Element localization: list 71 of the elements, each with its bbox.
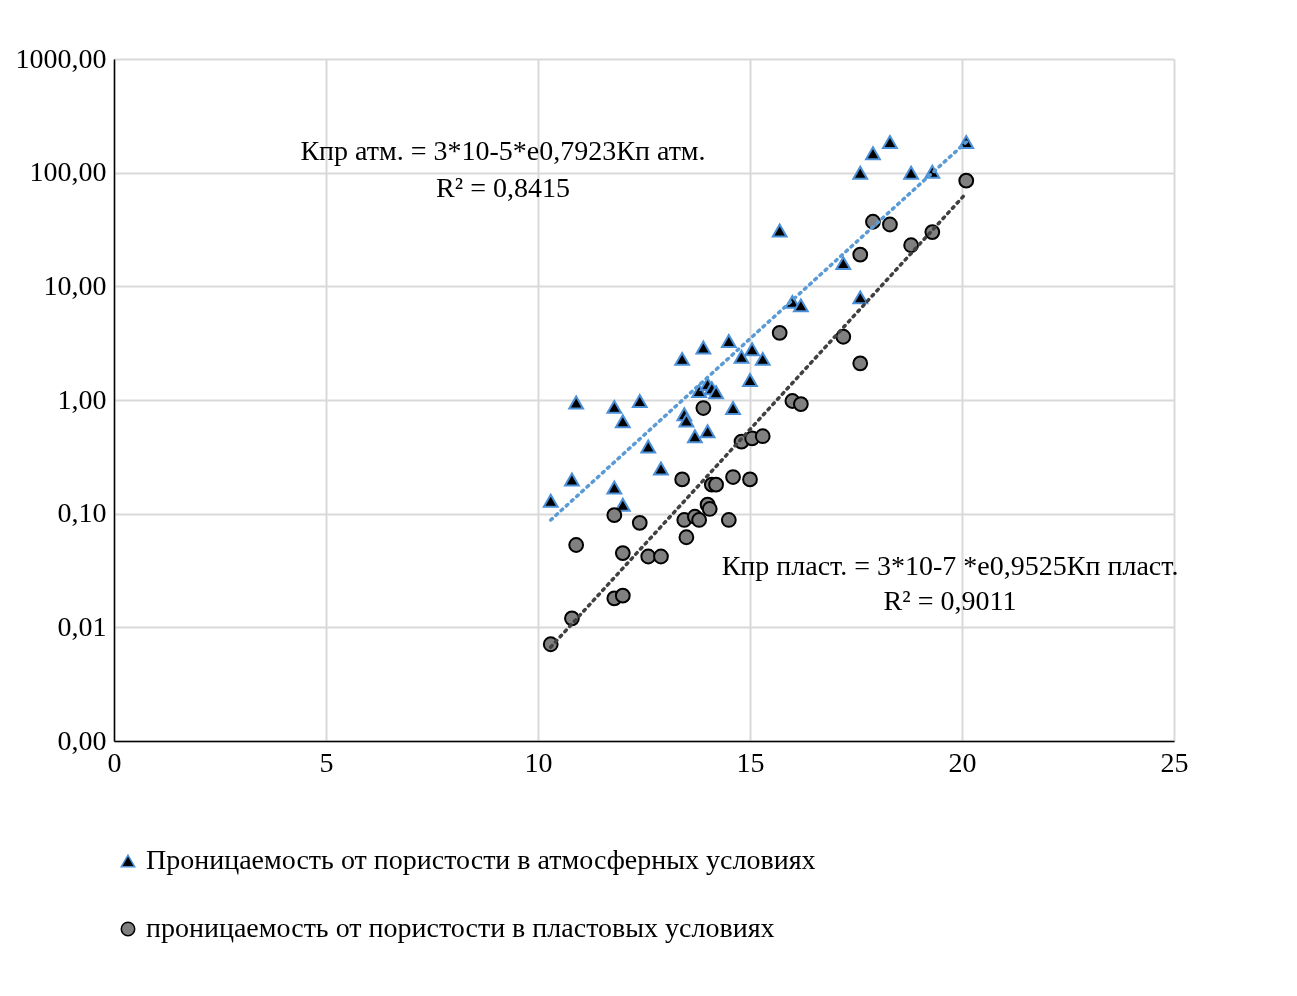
y-tick-label: 1000,00 <box>15 42 107 74</box>
point <box>701 501 718 517</box>
annotation: Кпр атм. = 3*10-5*e0,7923Кп атм. <box>300 135 706 166</box>
point <box>606 480 623 495</box>
point <box>742 471 758 488</box>
y-tick-label: 1,00 <box>57 383 107 415</box>
point <box>614 587 631 604</box>
legend-label: проницаемость от пористости в пластовых условиях <box>146 912 775 943</box>
y-tick-label: 10,00 <box>43 269 107 301</box>
point <box>754 428 771 445</box>
y-tick-label: 0,01 <box>57 610 107 642</box>
annotation: R² = 0,9011 <box>883 585 1017 616</box>
point <box>882 135 898 149</box>
point <box>691 512 708 528</box>
y-tick-label: 0,00 <box>57 724 107 756</box>
point <box>771 324 788 341</box>
point <box>674 351 691 366</box>
point <box>695 340 712 355</box>
point <box>852 246 869 263</box>
legend-label: Проницаемость от пористости в атмосферных условиях <box>146 844 816 875</box>
point <box>614 414 631 429</box>
point <box>678 529 695 546</box>
x-tick-label: 5 <box>319 746 334 778</box>
point <box>708 385 724 400</box>
point <box>606 399 623 414</box>
point <box>852 165 869 180</box>
point <box>725 469 741 485</box>
point <box>720 334 737 349</box>
point <box>754 351 771 366</box>
x-tick-label: 25 <box>1160 746 1189 778</box>
point <box>835 256 852 271</box>
point <box>606 507 623 524</box>
x-tick-label: 10 <box>524 746 553 778</box>
point <box>725 401 741 415</box>
x-tick-label: 15 <box>736 746 765 778</box>
point <box>699 424 716 439</box>
point <box>674 471 691 488</box>
point <box>631 394 648 408</box>
point <box>835 328 852 345</box>
x-tick-label: 20 <box>948 746 977 778</box>
point <box>653 548 669 565</box>
annotation: R² = 0,8415 <box>436 172 570 203</box>
point <box>852 355 869 372</box>
point <box>744 342 761 357</box>
point <box>640 439 657 454</box>
point <box>631 514 648 531</box>
x-tick-label: 0 <box>107 746 122 778</box>
point <box>865 146 881 161</box>
point <box>564 472 580 487</box>
point <box>792 396 809 412</box>
annotation: Кпр пласт. = 3*10-7 *e0,9525Кп пласт. <box>721 550 1179 581</box>
point <box>542 493 559 508</box>
point <box>568 395 585 410</box>
point <box>708 476 724 493</box>
point <box>678 413 695 428</box>
point <box>653 461 669 476</box>
point <box>614 545 631 561</box>
y-tick-label: 100,00 <box>29 156 107 188</box>
point <box>882 216 898 233</box>
point <box>852 290 869 305</box>
point <box>903 165 920 180</box>
y-tick-label: 0,10 <box>57 497 107 529</box>
point <box>733 349 750 364</box>
point <box>742 373 758 387</box>
point <box>720 512 737 528</box>
point <box>695 400 712 416</box>
point <box>958 172 975 189</box>
point <box>771 223 788 238</box>
point <box>686 429 703 444</box>
point <box>792 298 809 313</box>
point <box>568 537 585 553</box>
